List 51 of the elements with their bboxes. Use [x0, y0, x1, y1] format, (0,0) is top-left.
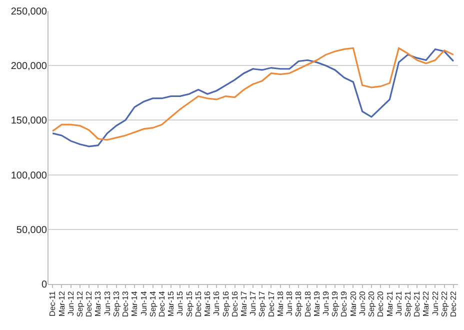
x-tick-label: Dec-13: [121, 290, 130, 317]
x-tick-label: Jun-19: [321, 290, 330, 316]
y-tick-label: 100,000: [10, 170, 48, 182]
x-tick-label: Jun-21: [394, 290, 404, 316]
x-tick-label: Mar-18: [276, 290, 285, 317]
x-tick-label: Jun-22: [430, 290, 440, 316]
x-tick-label: Sep-17: [258, 290, 267, 317]
x-tick-label: Jun-18: [285, 290, 294, 316]
y-tick-label: 250,000: [10, 6, 48, 18]
x-tick-label: Mar-22: [422, 290, 431, 317]
x-tick-label: Jun-15: [176, 290, 185, 316]
x-tick-label: Jun-17: [248, 290, 258, 316]
x-tick-label: Jun-13: [102, 290, 112, 316]
x-tick-label: Dec-22: [449, 290, 458, 317]
x-tick-label: Mar-12: [57, 290, 66, 317]
y-tick-label: 150,000: [10, 116, 48, 127]
x-tick-label: Dec-19: [340, 290, 349, 317]
x-tick-label: Dec-21: [412, 290, 422, 317]
y-tick-label: 200,000: [10, 61, 48, 72]
x-tick-label: Sep-19: [330, 290, 340, 317]
y-tick-label: 0: [41, 280, 48, 290]
x-tick-label: Sep-12: [75, 290, 84, 317]
x-tick-label: Mar-17: [239, 290, 248, 317]
x-tick-label: Sep-20: [367, 290, 376, 317]
x-tick-label: Dec-18: [303, 290, 312, 317]
x-tick-label: Mar-16: [203, 290, 212, 317]
x-tick-label: Jun-12: [66, 290, 76, 316]
x-tick-label: Dec-12: [84, 290, 94, 317]
x-tick-label: Dec-16: [230, 290, 240, 317]
x-tick-label: Dec-14: [157, 290, 166, 317]
x-tick-label: Mar-21: [385, 290, 394, 317]
x-tick-label: Mar-20: [348, 290, 358, 317]
x-tick-label: Jun-14: [139, 290, 148, 316]
x-tick-label: Mar-13: [94, 290, 103, 317]
x-tick-label: Jun-16: [212, 290, 222, 316]
x-tick-label: Sep-15: [184, 290, 194, 317]
x-tick-label: Mar-14: [130, 290, 140, 317]
x-tick-label: Dec-11: [48, 290, 58, 316]
x-tick-label: Mar-15: [166, 290, 176, 317]
x-tick-label: Dec-15: [194, 290, 203, 317]
x-tick-label: Sep-14: [148, 290, 158, 317]
x-tick-label: Mar-19: [312, 290, 322, 317]
x-tick-label: Sep-21: [403, 290, 412, 317]
x-tick-label: Sep-22: [440, 290, 449, 317]
x-tick-label: Sep-16: [221, 290, 230, 317]
x-tick-label: Dec-20: [376, 290, 386, 317]
x-tick-label: Dec-17: [266, 290, 276, 317]
x-tick-label: Sep-13: [112, 290, 121, 317]
x-tick-label: Sep-18: [294, 290, 304, 317]
y-tick-label: 50,000: [16, 224, 48, 236]
x-tick-label: Jun-20: [358, 290, 367, 316]
